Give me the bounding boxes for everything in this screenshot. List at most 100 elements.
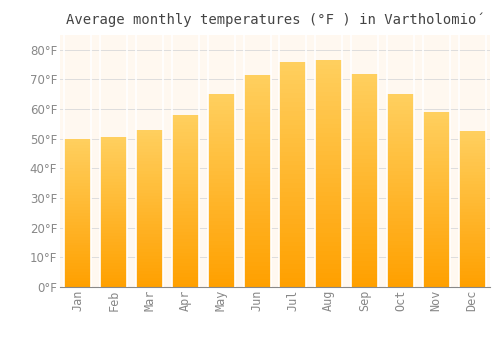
Bar: [100, 170, 127, 173]
Bar: [423, 203, 450, 206]
Bar: [100, 227, 127, 230]
Bar: [64, 260, 92, 263]
Bar: [64, 225, 92, 228]
Bar: [64, 204, 92, 207]
Bar: [136, 243, 163, 246]
Bar: [351, 172, 378, 176]
Bar: [244, 181, 270, 185]
Bar: [458, 159, 485, 162]
Bar: [316, 201, 342, 205]
Bar: [458, 172, 485, 175]
Bar: [100, 203, 127, 206]
Bar: [423, 140, 450, 143]
Bar: [100, 209, 127, 212]
Bar: [136, 274, 163, 278]
Bar: [458, 175, 485, 178]
Bar: [244, 232, 270, 236]
Bar: [280, 156, 306, 161]
Bar: [316, 255, 342, 260]
Bar: [64, 216, 92, 219]
Bar: [387, 229, 414, 233]
Bar: [387, 187, 414, 191]
Bar: [64, 284, 92, 287]
Bar: [280, 125, 306, 129]
Bar: [387, 256, 414, 260]
Bar: [280, 206, 306, 210]
Bar: [172, 236, 199, 239]
Bar: [136, 193, 163, 196]
Bar: [64, 257, 92, 260]
Bar: [351, 193, 378, 197]
Bar: [316, 92, 342, 97]
Bar: [387, 210, 414, 214]
Bar: [208, 133, 234, 137]
Bar: [387, 245, 414, 248]
Bar: [136, 139, 163, 142]
Bar: [208, 168, 234, 172]
Bar: [172, 142, 199, 146]
Bar: [136, 218, 163, 221]
Bar: [136, 149, 163, 152]
Bar: [100, 272, 127, 275]
Bar: [208, 237, 234, 241]
Bar: [136, 155, 163, 158]
Bar: [100, 230, 127, 233]
Bar: [208, 256, 234, 260]
Bar: [172, 184, 199, 187]
Bar: [244, 117, 270, 122]
Bar: [280, 273, 306, 278]
Bar: [172, 167, 199, 170]
Bar: [208, 113, 234, 117]
Bar: [423, 231, 450, 234]
Bar: [280, 188, 306, 193]
Bar: [280, 174, 306, 179]
Bar: [280, 210, 306, 215]
Bar: [280, 98, 306, 102]
Bar: [136, 174, 163, 177]
Bar: [208, 252, 234, 256]
Bar: [244, 139, 270, 143]
Bar: [423, 150, 450, 154]
Bar: [458, 184, 485, 187]
Bar: [458, 256, 485, 259]
Bar: [100, 140, 127, 143]
Bar: [423, 228, 450, 231]
Bar: [64, 166, 92, 168]
Bar: [136, 262, 163, 265]
Bar: [100, 281, 127, 284]
Bar: [351, 219, 378, 223]
Bar: [244, 147, 270, 151]
Bar: [316, 106, 342, 110]
Bar: [64, 162, 92, 166]
Bar: [244, 79, 270, 84]
Bar: [316, 228, 342, 232]
Bar: [387, 106, 414, 110]
Bar: [244, 185, 270, 189]
Bar: [351, 142, 378, 146]
Bar: [351, 223, 378, 227]
Bar: [136, 249, 163, 252]
Bar: [280, 242, 306, 246]
Bar: [387, 275, 414, 279]
Bar: [280, 201, 306, 206]
Bar: [208, 214, 234, 218]
Bar: [423, 122, 450, 126]
Bar: [136, 233, 163, 237]
Bar: [316, 192, 342, 196]
Bar: [244, 105, 270, 109]
Bar: [244, 266, 270, 270]
Bar: [280, 246, 306, 251]
Bar: [244, 245, 270, 249]
Bar: [423, 273, 450, 276]
Bar: [316, 78, 342, 83]
Bar: [458, 187, 485, 190]
Bar: [244, 219, 270, 223]
Bar: [351, 210, 378, 215]
Bar: [208, 272, 234, 275]
Bar: [316, 97, 342, 101]
Bar: [351, 176, 378, 180]
Bar: [100, 221, 127, 224]
Bar: [280, 138, 306, 143]
Bar: [458, 259, 485, 262]
Bar: [387, 160, 414, 164]
